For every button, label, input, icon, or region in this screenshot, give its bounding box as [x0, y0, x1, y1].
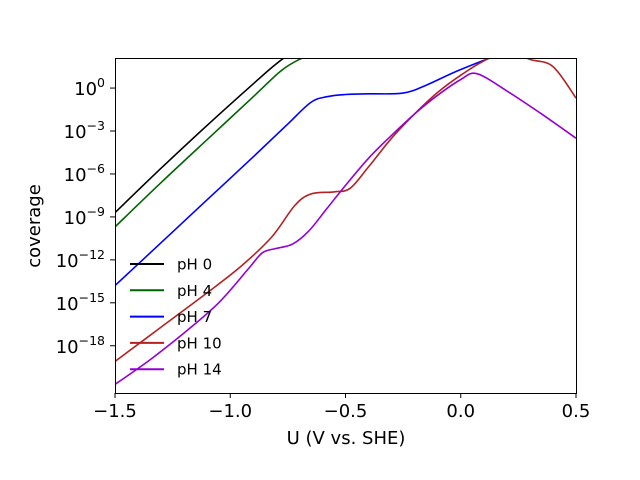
- y-tick-label: 10−18: [56, 333, 105, 358]
- legend-label-1: pH 4: [177, 282, 212, 300]
- x-tick-label: 0.5: [562, 401, 591, 422]
- y-tick-label: 10−15: [56, 290, 105, 315]
- y-tick-label: 10−3: [64, 118, 105, 143]
- series-layer: [115, 58, 576, 386]
- x-tick-label: −0.5: [324, 401, 368, 422]
- series-line-3: [115, 58, 576, 363]
- series-line-4: [115, 72, 576, 386]
- series-line-0: [115, 58, 286, 214]
- legend-label-0: pH 0: [177, 256, 212, 274]
- y-axis-title: coverage: [24, 184, 45, 268]
- x-axis: −1.5 −1.0 −0.5 0.0 0.5: [93, 393, 590, 422]
- x-tick-label: 0.0: [446, 401, 475, 422]
- y-tick-label: 10−9: [64, 204, 105, 229]
- y-tick-label: 100: [74, 75, 105, 100]
- legend-label-4: pH 14: [177, 361, 222, 379]
- legend-label-3: pH 10: [177, 334, 222, 352]
- series-line-1: [115, 58, 305, 228]
- x-tick-label: −1.5: [93, 401, 137, 422]
- y-axis: 100 10−3 10−6 10−9 10−12 10−15 10−18: [56, 75, 115, 358]
- x-axis-title: U (V vs. SHE): [287, 428, 406, 449]
- x-tick-label: −1.0: [208, 401, 252, 422]
- y-tick-label: 10−6: [64, 161, 105, 186]
- y-tick-label: 10−12: [56, 247, 105, 272]
- legend-label-2: pH 7: [177, 308, 212, 326]
- series-line-2: [115, 58, 493, 287]
- legend: pH 0 pH 4 pH 7 pH 10 pH 14: [130, 256, 222, 379]
